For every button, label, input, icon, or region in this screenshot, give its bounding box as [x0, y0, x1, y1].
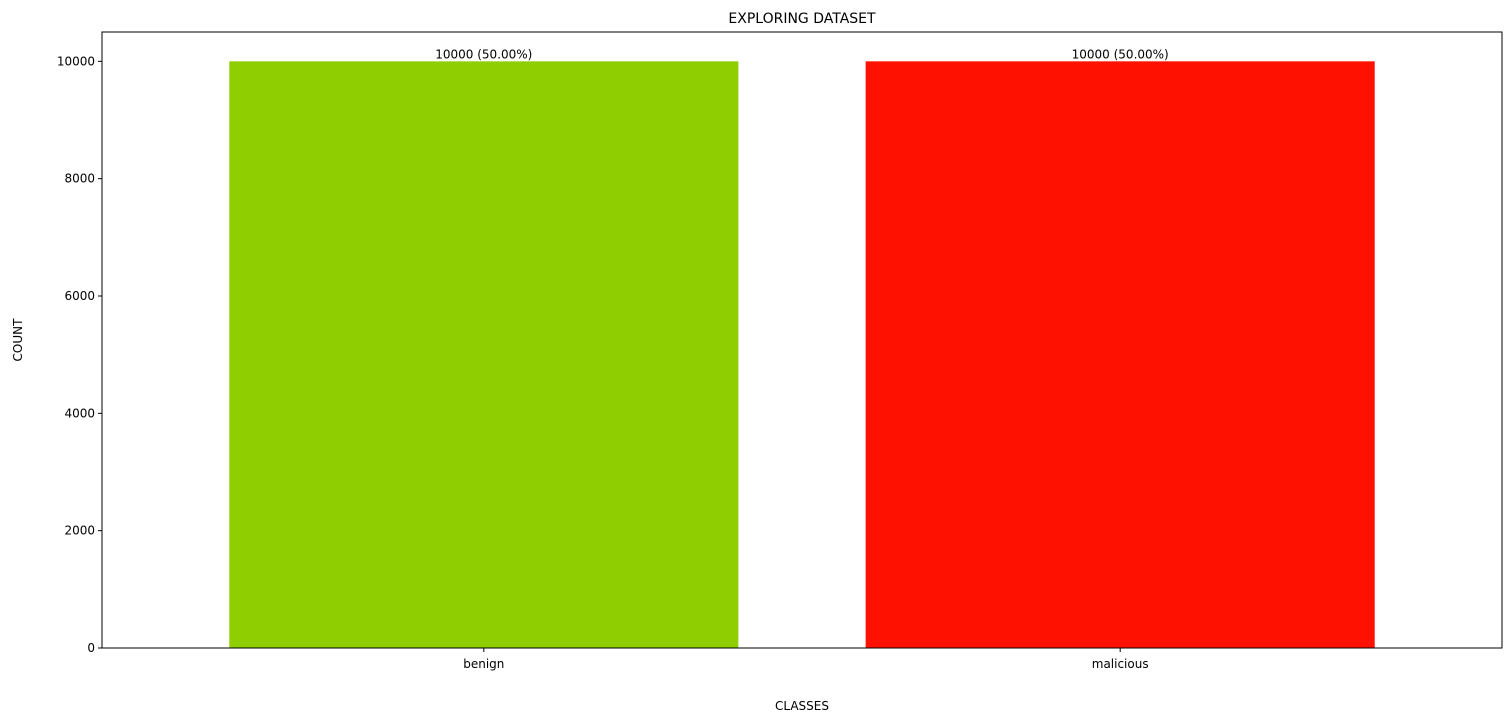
x-tick-label: malicious: [1092, 657, 1149, 671]
y-tick-label: 6000: [64, 289, 95, 303]
plot-frame: [101, 31, 1503, 649]
data-label: 10000 (50.00%): [435, 47, 532, 61]
y-tick-label: 0: [87, 641, 95, 655]
bar-benign: [229, 61, 739, 649]
x-tick-label: benign: [463, 657, 504, 671]
y-tick-label: 2000: [64, 524, 95, 538]
y-tick-label: 4000: [64, 406, 95, 420]
x-axis-label: CLASSES: [775, 699, 829, 713]
chart-title: EXPLORING DATASET: [728, 11, 876, 27]
bar-malicious: [865, 61, 1375, 649]
plot-area: 0 2000 4000 6000 8000 10000 benign 10000 (50.00…: [57, 47, 1375, 671]
y-tick-label: 10000: [57, 54, 95, 68]
y-tick-label: 8000: [64, 172, 95, 186]
data-label: 10000 (50.00%): [1072, 47, 1169, 61]
y-axis-label: COUNT: [11, 318, 25, 362]
